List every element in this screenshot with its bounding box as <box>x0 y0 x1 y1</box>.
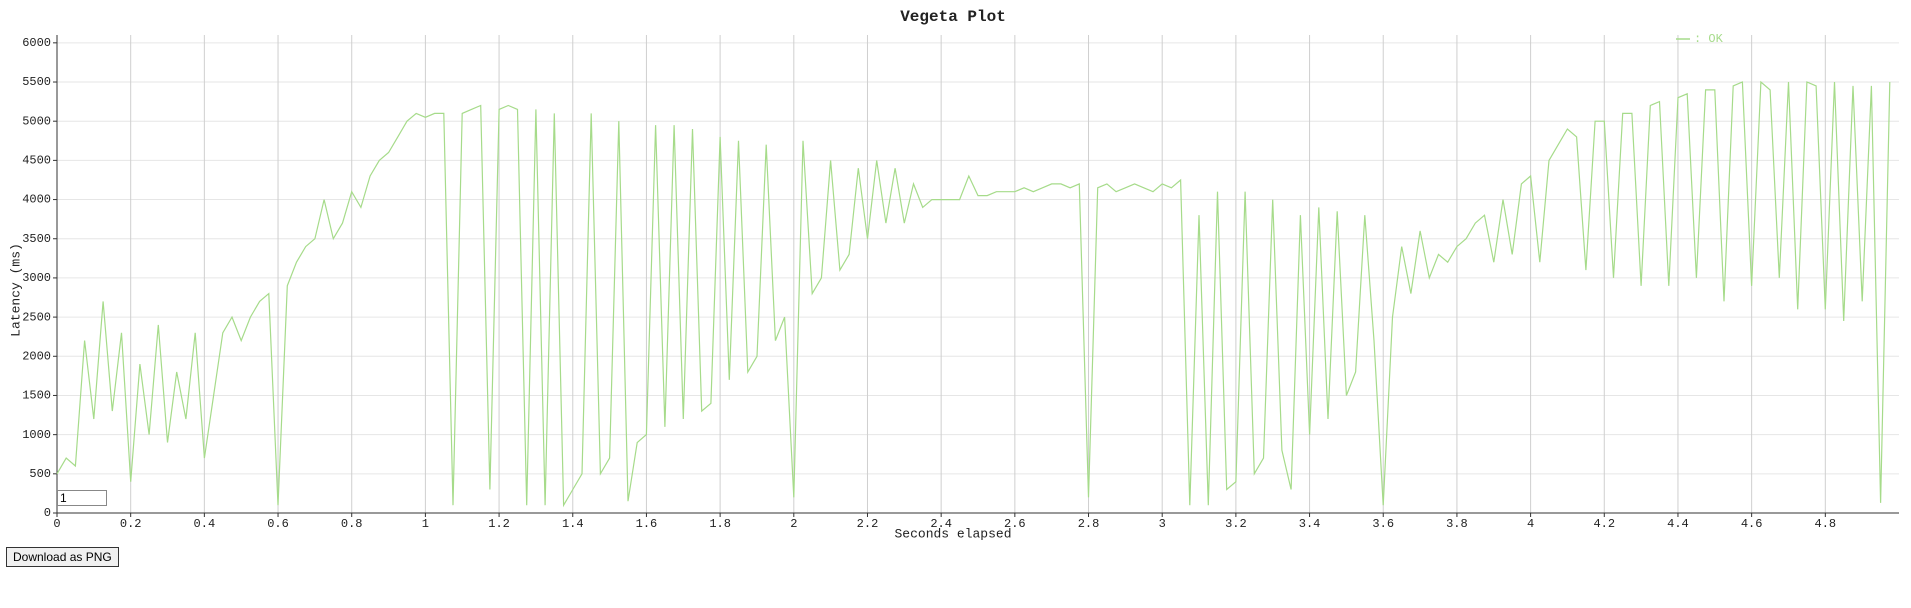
chart: Vegeta Plot Seconds elapsed Latency (ms)… <box>8 8 1899 541</box>
data-line <box>56 80 1891 508</box>
y-axis-label: Latency (ms) <box>8 243 23 337</box>
x-tick-label: 1.4 <box>562 517 584 531</box>
y-tick-label: 5500 <box>22 75 51 89</box>
x-tick-label: 1.6 <box>636 517 658 531</box>
resolution-input[interactable] <box>57 490 107 506</box>
x-tick-label: 2 <box>790 517 797 531</box>
y-tick-label: 0 <box>44 506 51 520</box>
y-tick-label: 2500 <box>22 310 51 324</box>
y-tick-label: 4500 <box>22 154 51 168</box>
x-tick-label: 0.4 <box>194 517 216 531</box>
x-tick-label: 2.8 <box>1078 517 1100 531</box>
y-tick-label: 2000 <box>22 349 51 363</box>
x-tick-label: 2.6 <box>1004 517 1026 531</box>
x-axis-label: Seconds elapsed <box>894 526 1011 540</box>
x-tick-label: 4.6 <box>1741 517 1763 531</box>
x-tick-label: 4.4 <box>1667 517 1689 531</box>
x-tick-label: 4.2 <box>1593 517 1615 531</box>
x-tick-label: 1.8 <box>709 517 731 531</box>
download-button[interactable]: Download as PNG <box>6 547 119 567</box>
y-tick-label: 6000 <box>22 36 51 50</box>
x-tick-label: 0.2 <box>120 517 142 531</box>
y-tick-label: 4000 <box>22 193 51 207</box>
chart-title: Vegeta Plot <box>900 8 1006 26</box>
y-tick-label: 3500 <box>22 232 51 246</box>
y-tick-label: 3000 <box>22 271 51 285</box>
x-tick-label: 3.2 <box>1225 517 1247 531</box>
x-tick-label: 1 <box>422 517 429 531</box>
x-tick-label: 2.2 <box>857 517 879 531</box>
x-tick-label: 0.6 <box>267 517 289 531</box>
x-tick-label: 3.4 <box>1299 517 1321 531</box>
y-tick-label: 500 <box>29 467 51 481</box>
x-tick-label: 4 <box>1527 517 1534 531</box>
x-tick-label: 2.4 <box>930 517 952 531</box>
x-tick-label: 0 <box>53 517 60 531</box>
legend-label: : OK <box>1694 32 1724 46</box>
y-tick-label: 1500 <box>22 389 51 403</box>
y-tick-label: 5000 <box>22 114 51 128</box>
x-tick-label: 4.8 <box>1815 517 1837 531</box>
x-tick-label: 0.8 <box>341 517 363 531</box>
x-tick-label: 3.8 <box>1446 517 1468 531</box>
x-tick-label: 1.2 <box>488 517 510 531</box>
x-tick-label: 3 <box>1159 517 1166 531</box>
x-tick-label: 3.6 <box>1372 517 1394 531</box>
y-tick-label: 1000 <box>22 428 51 442</box>
